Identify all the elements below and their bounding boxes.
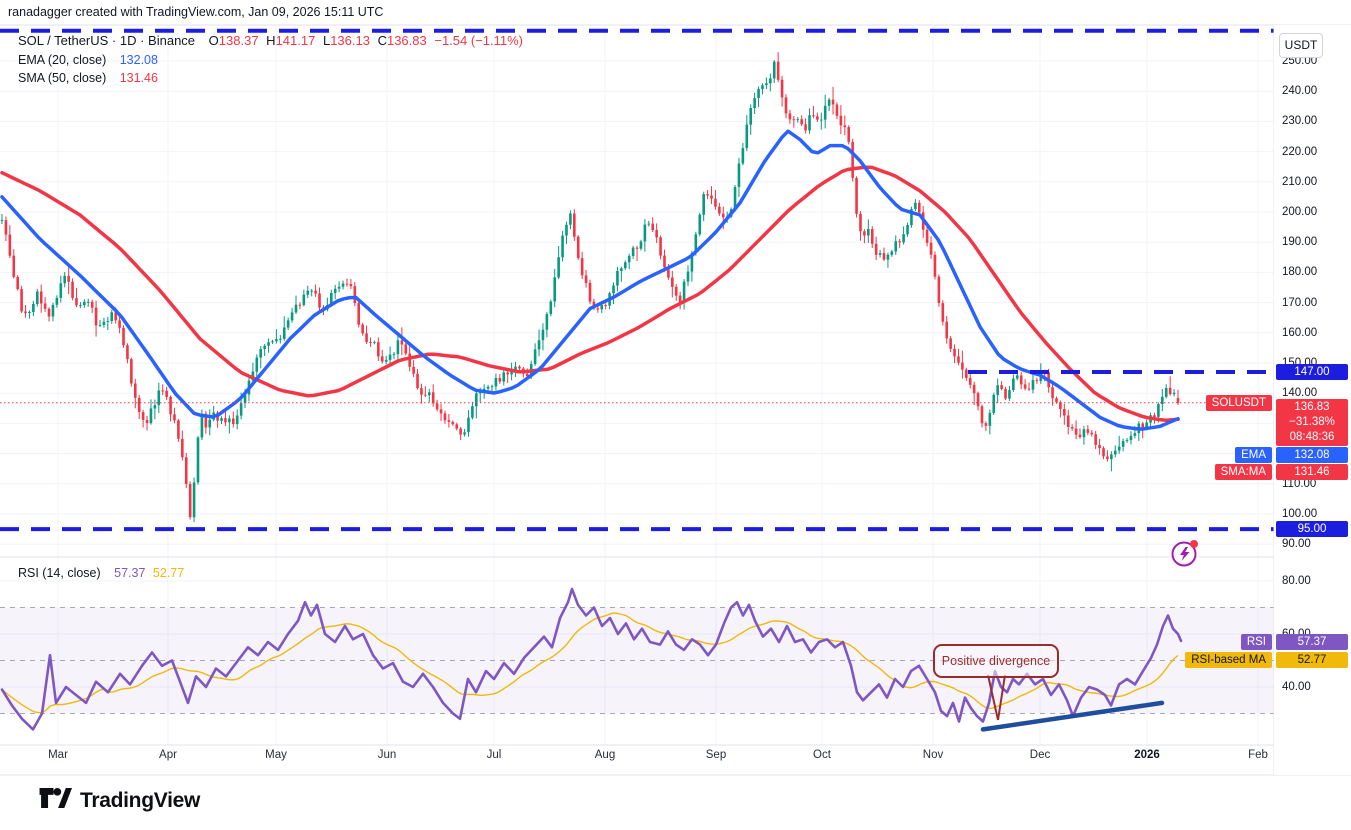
rsi-ma-legend-value: 52.77 xyxy=(152,566,185,580)
ema-legend-value: 132.08 xyxy=(119,53,158,67)
price-tick-label: 170.00 xyxy=(1282,296,1318,309)
ohlc-close-value: 136.83 xyxy=(386,33,427,48)
rsi-tick-label: 40.00 xyxy=(1282,681,1311,693)
time-axis-label: Oct xyxy=(813,749,831,761)
sma-legend-value: 131.46 xyxy=(119,71,158,85)
ema-axis-tag: EMA xyxy=(1235,446,1272,463)
time-axis-label: 2026 xyxy=(1134,749,1160,761)
time-axis-label: Nov xyxy=(922,749,944,761)
time-axis-label: Jun xyxy=(377,749,397,761)
rsi-legend[interactable]: RSI (14, close) 57.37 52.77 xyxy=(18,566,184,580)
candles-layer xyxy=(0,52,1180,523)
symbol-price-tag: SOLUSDT xyxy=(1205,394,1272,411)
ohlc-low-value: 136.13 xyxy=(330,33,370,48)
callout-pointer xyxy=(987,674,999,721)
support-level-badge: 95.00 xyxy=(1276,521,1348,538)
rsi-line xyxy=(0,587,1183,731)
tradingview-logo: TradingView xyxy=(38,785,200,816)
credit-text: ranadagger created with TradingView.com,… xyxy=(8,5,384,19)
rsi-ma-line xyxy=(1,612,1179,714)
change-value: −1.54 (−1.11%) xyxy=(434,33,524,48)
ema-axis-value: 132.08 xyxy=(1276,446,1348,463)
price-tick-label: 140.00 xyxy=(1282,387,1318,400)
time-axis-label: Apr xyxy=(159,749,177,761)
time-axis-label: May xyxy=(265,749,287,761)
symbol-title: SOL / TetherUS · 1D · Binance xyxy=(18,33,196,48)
sma-axis-tag: SMA:MA xyxy=(1214,463,1272,480)
rsi-tick-label: 80.00 xyxy=(1282,575,1311,587)
positive-divergence-callout[interactable]: Positive divergence xyxy=(933,644,1059,678)
time-axis-label: Sep xyxy=(705,749,727,761)
rsi-ma-axis-tag: RSI-based MA xyxy=(1185,651,1272,668)
callout-text: Positive divergence xyxy=(941,654,1051,668)
tradingview-logo-text: TradingView xyxy=(80,788,201,812)
ohlc-low-label: L xyxy=(322,33,331,48)
rsi-axis-value: 57.37 xyxy=(1276,633,1348,650)
last-price-value: 136.83 xyxy=(1294,400,1330,413)
callout-pointer xyxy=(997,674,1006,721)
price-tick-label: 200.00 xyxy=(1282,206,1318,218)
divergence-trendline xyxy=(980,700,1165,732)
price-tick-label: 250.00 xyxy=(1282,55,1318,67)
time-axis-label: Mar xyxy=(48,749,68,761)
sma-50-line xyxy=(0,165,1180,423)
rsi-legend-value: 57.37 xyxy=(114,566,146,580)
sma-axis-value: 131.46 xyxy=(1276,463,1348,480)
price-tick-label: 190.00 xyxy=(1282,236,1318,249)
tradingview-logo-icon xyxy=(38,785,72,816)
symbol-legend[interactable]: SOL / TetherUS · 1D · Binance O138.37 H1… xyxy=(18,33,523,48)
price-tick-label: 100.00 xyxy=(1282,508,1318,520)
ohlc-high-label: H xyxy=(266,33,276,48)
flash-ideas-icon[interactable] xyxy=(1169,538,1203,573)
change-percent-value: −31.38% xyxy=(1289,415,1335,428)
price-tick-label: 180.00 xyxy=(1282,266,1318,279)
ohlc-high-value: 141.17 xyxy=(275,33,316,48)
time-axis-label: Dec xyxy=(1029,749,1051,761)
ohlc-close-label: C xyxy=(377,33,387,48)
rsi-ma-axis-value: 52.77 xyxy=(1276,651,1348,668)
time-axis-label: Aug xyxy=(594,749,616,761)
rsi-axis-tag: RSI xyxy=(1240,633,1272,650)
last-price-badge: 136.83 −31.38% 08:48:36 xyxy=(1276,398,1348,446)
time-axis-label: Jul xyxy=(486,749,502,761)
time-axis-label: Feb xyxy=(1248,749,1268,761)
price-tick-label: 240.00 xyxy=(1282,85,1318,98)
resistance-level-badge: 147.00 xyxy=(1276,364,1348,381)
bar-countdown: 08:48:36 xyxy=(1289,430,1335,443)
ohlc-open-value: 138.37 xyxy=(218,33,259,48)
price-tick-label: 210.00 xyxy=(1282,175,1318,188)
ohlc-open-label: O xyxy=(208,33,219,48)
sma-legend-label: SMA (50, close) xyxy=(18,71,107,85)
sma-legend[interactable]: SMA (50, close) 131.46 xyxy=(18,71,158,85)
price-tick-label: 90.00 xyxy=(1282,538,1311,551)
ema-20-line xyxy=(0,129,1180,431)
price-tick-label: 220.00 xyxy=(1282,145,1318,158)
price-tick-label: 230.00 xyxy=(1282,115,1318,128)
price-tick-label: 110.00 xyxy=(1282,477,1317,490)
ema-legend[interactable]: EMA (20, close) 132.08 xyxy=(18,53,158,67)
rsi-legend-label: RSI (14, close) xyxy=(18,566,101,580)
price-tick-label: 160.00 xyxy=(1282,326,1318,339)
currency-button[interactable]: USDT xyxy=(1279,33,1323,58)
ema-legend-label: EMA (20, close) xyxy=(18,53,107,67)
